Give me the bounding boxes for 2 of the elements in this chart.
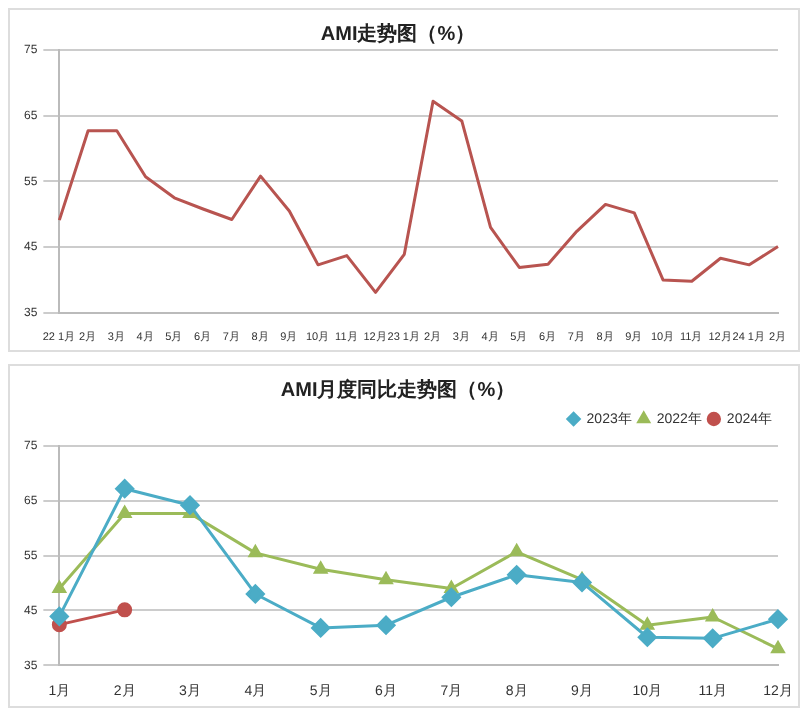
chart-title: AMI走势图（%） — [320, 21, 476, 46]
chart-title: AMI月度同比走势图（%） — [280, 377, 516, 402]
